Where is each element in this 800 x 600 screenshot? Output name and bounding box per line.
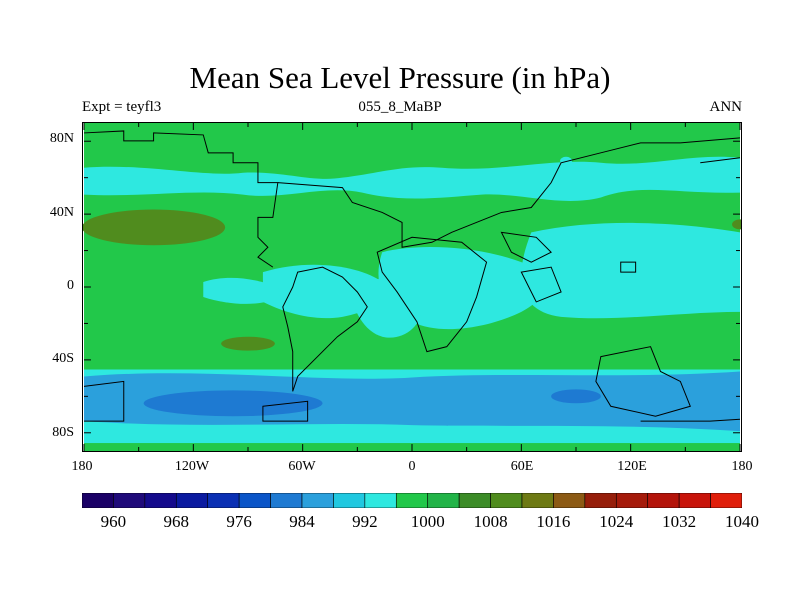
- colorbar-swatch: [678, 493, 711, 508]
- season-label: ANN: [709, 99, 743, 115]
- experiment-label: Expt = teyfl3: [82, 99, 162, 115]
- colorbar-swatch: [207, 493, 240, 508]
- field-southern-low-b: [551, 389, 601, 404]
- lon-tick-label: 120W: [174, 459, 210, 474]
- lat-tick-label: 0: [67, 278, 74, 293]
- colorbar-swatch: [175, 493, 209, 508]
- chart-title: Mean Sea Level Pressure (in hPa): [189, 60, 611, 95]
- field-southern-blue: [84, 371, 740, 432]
- colorbar-label: 984: [289, 512, 315, 531]
- coast-arabia: [500, 231, 552, 263]
- colorbar-swatch: [553, 493, 586, 508]
- field-southern-low-a: [143, 390, 323, 417]
- colorbar-swatch: [333, 493, 366, 508]
- field-south-america-cyan: [351, 278, 422, 338]
- coast-south-america: [282, 266, 368, 392]
- colorbar-swatch: [521, 493, 554, 508]
- colorbar-label: 1016: [536, 512, 571, 531]
- period-label: 055_8_MaBP: [358, 99, 442, 115]
- colorbar-swatch: [364, 493, 397, 508]
- coast-island: [620, 261, 637, 273]
- colorbar-swatch: [301, 493, 334, 508]
- colorbar-label: 960: [100, 512, 127, 531]
- lon-tick-label: 180: [731, 459, 753, 474]
- colorbar-label: 1024: [599, 512, 634, 531]
- colorbar-swatch: [647, 493, 680, 508]
- colorbar-label: 1008: [473, 512, 508, 531]
- colorbar: [82, 493, 742, 508]
- colorbar-swatch: [615, 493, 649, 508]
- colorbar-swatch: [584, 493, 617, 508]
- map-canvas: [83, 123, 741, 451]
- lon-tick-label: 180: [71, 459, 93, 474]
- lat-tick-label: 80S: [52, 424, 74, 440]
- colorbar-swatch: [238, 493, 271, 508]
- pressure-map: [82, 122, 742, 452]
- colorbar-swatch: [113, 493, 146, 508]
- colorbar-label: 1032: [662, 512, 697, 531]
- field-tropical-cyan-pacific: [203, 277, 283, 304]
- colorbar-label: 968: [163, 512, 190, 531]
- colorbar-swatch: [710, 493, 742, 508]
- coast-north-eurasia: [277, 137, 741, 248]
- field-tropical-cyan-east: [521, 222, 740, 319]
- coastlines: [83, 130, 741, 422]
- lat-tick-label: 80N: [49, 131, 74, 147]
- colorbar-swatch: [427, 493, 460, 508]
- colorbar-swatch: [458, 493, 491, 508]
- lon-tick-label: 60E: [510, 459, 534, 474]
- coast-india: [520, 266, 562, 303]
- field-north-cyan: [84, 156, 740, 201]
- colorbar-swatch: [395, 493, 429, 508]
- coast-antarctica-west: [83, 380, 125, 422]
- colorbar-label: 1000: [410, 512, 445, 531]
- field-north-atlantic-high: [83, 209, 226, 246]
- colorbar-label: 992: [352, 512, 378, 531]
- field-east-high: [732, 219, 741, 230]
- lat-tick-label: 40N: [49, 204, 74, 220]
- coast-australia: [595, 346, 691, 417]
- colorbar-swatch: [144, 493, 177, 508]
- lon-tick-label: 60W: [288, 459, 316, 474]
- lat-tick-label: 40S: [52, 351, 74, 367]
- coast-north-america: [83, 130, 279, 268]
- colorbar-swatch: [270, 493, 303, 508]
- colorbar-swatch: [82, 493, 114, 508]
- field-south-high: [221, 336, 275, 351]
- coast-antarctica-east: [640, 418, 741, 422]
- colorbar-swatches: [82, 493, 742, 508]
- field-tropical-cyan-west: [262, 264, 384, 319]
- colorbar-label: 1040: [725, 512, 759, 531]
- coast-africa: [376, 236, 488, 353]
- colorbar-label: 976: [226, 512, 252, 531]
- lon-tick-label: 0: [408, 459, 416, 474]
- lon-tick-label: 120E: [617, 459, 647, 474]
- coast-north-pacific: [700, 157, 741, 164]
- map-ticks: [83, 123, 741, 451]
- colorbar-swatch: [490, 493, 523, 508]
- coast-antarctic-peninsula: [262, 400, 309, 422]
